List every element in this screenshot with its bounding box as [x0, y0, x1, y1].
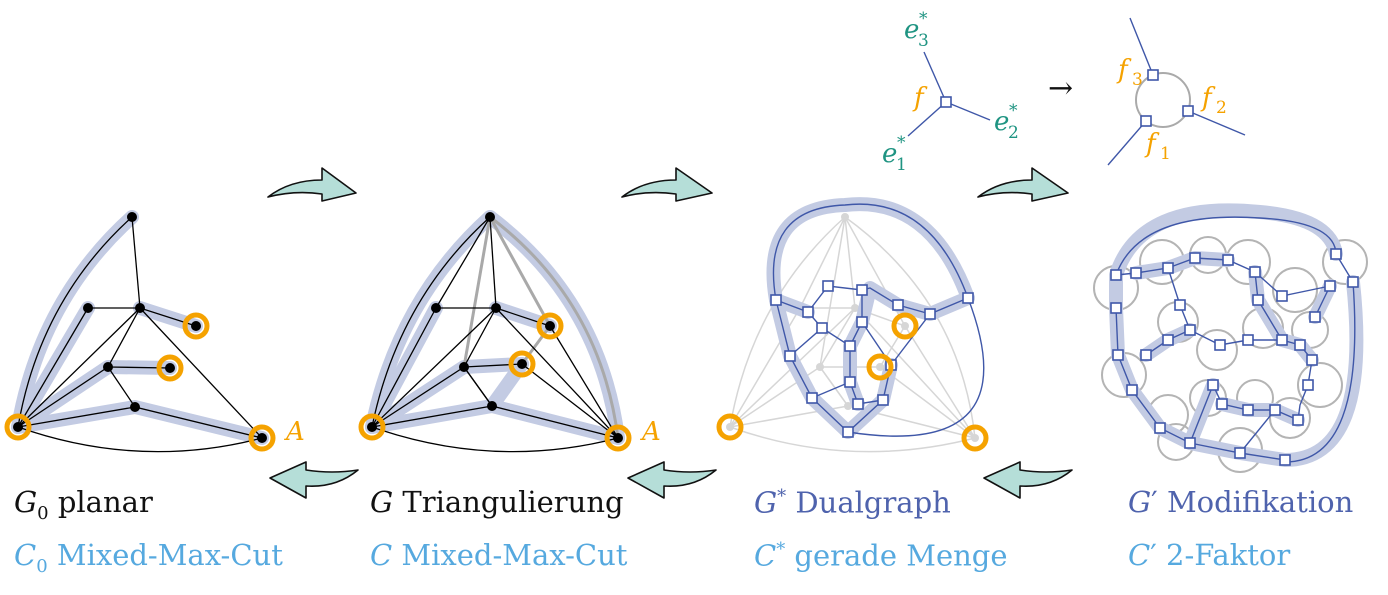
e1-star: * [897, 133, 906, 153]
dual-vertex-f: f e * 3 e * 2 e * 1 [882, 9, 1019, 175]
caption-gprime-symbol: G [1128, 485, 1152, 519]
caption-c0: C0 Mixed-Max-Cut [14, 541, 283, 576]
caption-gstar-sup: * [777, 486, 787, 507]
gstar-terminals [716, 312, 989, 452]
caption-gstar-text: Dualgraph [786, 485, 951, 520]
caption-cprime: C′ 2-Faktor [1128, 541, 1290, 570]
g-terminals [358, 312, 632, 452]
gstar-terminal-dots [726, 322, 979, 442]
cprime-highlight [1109, 203, 1364, 467]
caption-g-symbol: G [370, 485, 394, 519]
modified-dual-vertices [1110, 248, 1359, 466]
dual-vertices [770, 280, 974, 438]
f1-index: 1 [1160, 144, 1171, 164]
arrow-right-icon-1 [267, 167, 357, 202]
e2-index: 2 [1008, 123, 1019, 143]
caption-cstar-symbol: C [754, 538, 777, 573]
f3-index: 3 [1132, 70, 1143, 90]
caption-cstar-sup: * [776, 539, 786, 560]
caption-cprime-symbol: C [1128, 538, 1151, 572]
caption-cstar: C* gerade Menge [754, 541, 1008, 571]
g0-edges [17, 216, 263, 453]
caption-cprime-sup: ′ [1150, 538, 1157, 572]
caption-gprime: G′ Modifikation [1128, 488, 1353, 517]
edge-e2-label: e [994, 107, 1009, 137]
arrow-left-icon-2 [627, 461, 717, 499]
g-added-edges [462, 215, 620, 439]
caption-c-symbol: C [370, 538, 393, 572]
vertex-f-label: f [912, 83, 928, 113]
terminal-set-label: A [640, 417, 661, 447]
caption-cprime-text: 2-Faktor [1156, 538, 1291, 572]
g-vertices [367, 212, 623, 443]
g0-terminals [4, 312, 276, 452]
caption-g0-sub: 0 [37, 502, 49, 524]
g0-vertices [13, 212, 267, 443]
e3-star: * [919, 9, 928, 29]
maps-to-arrow: → [1048, 71, 1073, 106]
caption-g: G Triangulierung [370, 488, 624, 517]
e1-index: 1 [896, 155, 907, 175]
arrow-left-icon-1 [269, 461, 359, 499]
transition-arrows [267, 167, 1073, 499]
arrow-right-icon-3 [977, 167, 1069, 202]
caption-c0-symbol: C [14, 538, 37, 572]
e2-star: * [1009, 101, 1018, 121]
panel-gstar [716, 197, 989, 453]
caption-g0-symbol: G [14, 485, 38, 519]
g-edges [371, 216, 619, 453]
caption-gprime-text: Modifikation [1157, 485, 1354, 519]
panel-gprime [1093, 203, 1368, 473]
caption-c: C Mixed-Max-Cut [370, 541, 627, 570]
f2-index: 2 [1216, 98, 1227, 118]
terminal-set-label: A [284, 417, 305, 447]
vertex-f3-label: f [1116, 55, 1132, 85]
edge-e1-label: e [882, 139, 897, 169]
caption-c0-sub: 0 [36, 555, 48, 577]
panel-g: A [358, 210, 661, 453]
arrow-right-icon-2 [621, 167, 713, 202]
caption-g-text: Triangulierung [393, 485, 624, 519]
e3-index: 3 [918, 31, 929, 51]
caption-gstar: G* Dualgraph [754, 488, 951, 518]
caption-c-text: Mixed-Max-Cut [392, 538, 628, 572]
split-gadget: f 3 f 2 f 1 [1107, 17, 1246, 166]
caption-gstar-symbol: G [754, 485, 778, 520]
caption-g0: G0 planar [14, 488, 153, 523]
caption-c0-text: Mixed-Max-Cut [47, 538, 283, 572]
caption-gprime-sup: ′ [1151, 485, 1158, 519]
edge-e3-label: e [904, 15, 919, 45]
caption-cstar-text: gerade Menge [785, 538, 1008, 573]
arrow-left-icon-3 [983, 461, 1073, 499]
split-inset: f e * 3 e * 2 e * 1 → f 3 f 2 f 1 [882, 9, 1246, 175]
vertex-f1-label: f [1144, 129, 1160, 159]
g0-highlight [11, 210, 269, 445]
vertex-f2-label: f [1200, 83, 1216, 113]
panel-g0: A [4, 210, 305, 453]
caption-g0-text: planar [48, 485, 153, 519]
